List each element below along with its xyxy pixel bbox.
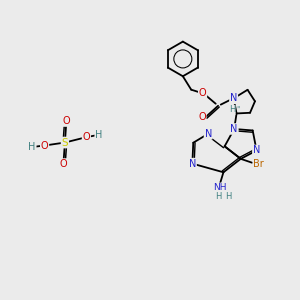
Text: O: O xyxy=(63,116,70,126)
Text: O: O xyxy=(198,112,206,122)
Text: N: N xyxy=(230,124,238,134)
Text: N: N xyxy=(253,146,260,155)
Text: NH: NH xyxy=(213,183,226,192)
Text: O: O xyxy=(60,159,67,169)
Text: N: N xyxy=(205,129,212,139)
Text: S: S xyxy=(61,137,68,148)
Text: N: N xyxy=(230,93,237,103)
Text: O: O xyxy=(199,88,206,98)
Text: O: O xyxy=(82,132,90,142)
Text: H: H xyxy=(28,142,36,152)
Text: H: H xyxy=(229,105,235,114)
Text: '': '' xyxy=(237,105,241,114)
Text: H: H xyxy=(95,130,103,140)
Text: H: H xyxy=(215,192,221,201)
Text: O: O xyxy=(41,140,48,151)
Text: H: H xyxy=(225,192,231,201)
Text: Br: Br xyxy=(253,159,264,169)
Text: N: N xyxy=(189,159,196,169)
